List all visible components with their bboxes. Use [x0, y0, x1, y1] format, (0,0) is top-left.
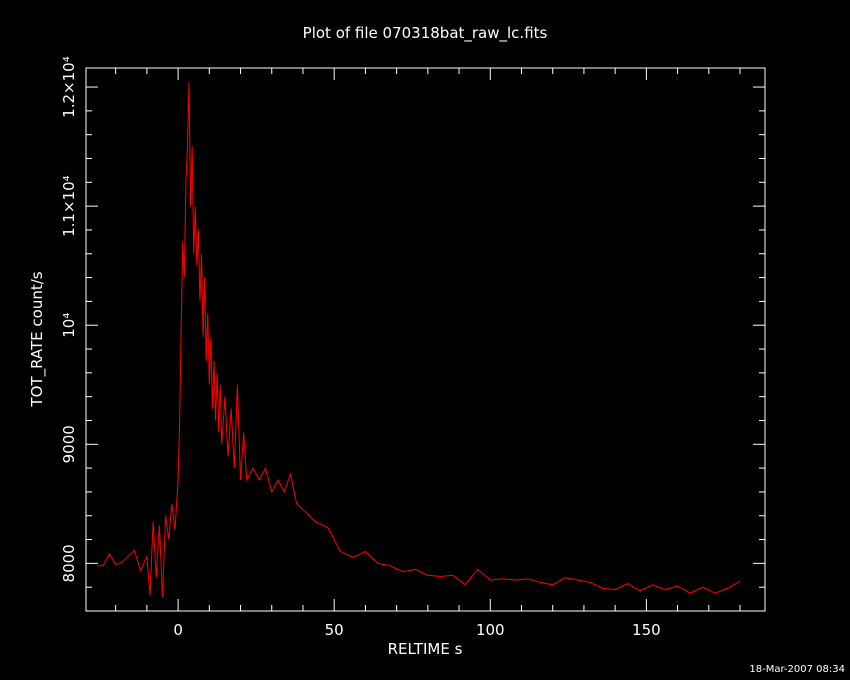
y-tick-label: 1.1×10⁴ [60, 175, 78, 237]
x-tick-label: 150 [632, 621, 661, 639]
data-line [96, 82, 741, 597]
x-tick-label: 0 [173, 621, 183, 639]
x-tick-label: 50 [325, 621, 344, 639]
y-tick-label: 10⁴ [60, 313, 78, 338]
y-tick-label: 8000 [60, 544, 78, 582]
x-tick-label: 100 [476, 621, 505, 639]
chart-title: Plot of file 070318bat_raw_lc.fits [303, 24, 548, 43]
plot-frame [85, 67, 766, 612]
y-tick-label: 1.2×10⁴ [60, 56, 78, 118]
x-axis-label: RELTIME s [388, 640, 463, 658]
footer-timestamp: 18-Mar-2007 08:34 [749, 664, 845, 675]
y-axis-label: TOT_RATE count/s [28, 271, 47, 407]
y-tick-label: 9000 [60, 425, 78, 463]
